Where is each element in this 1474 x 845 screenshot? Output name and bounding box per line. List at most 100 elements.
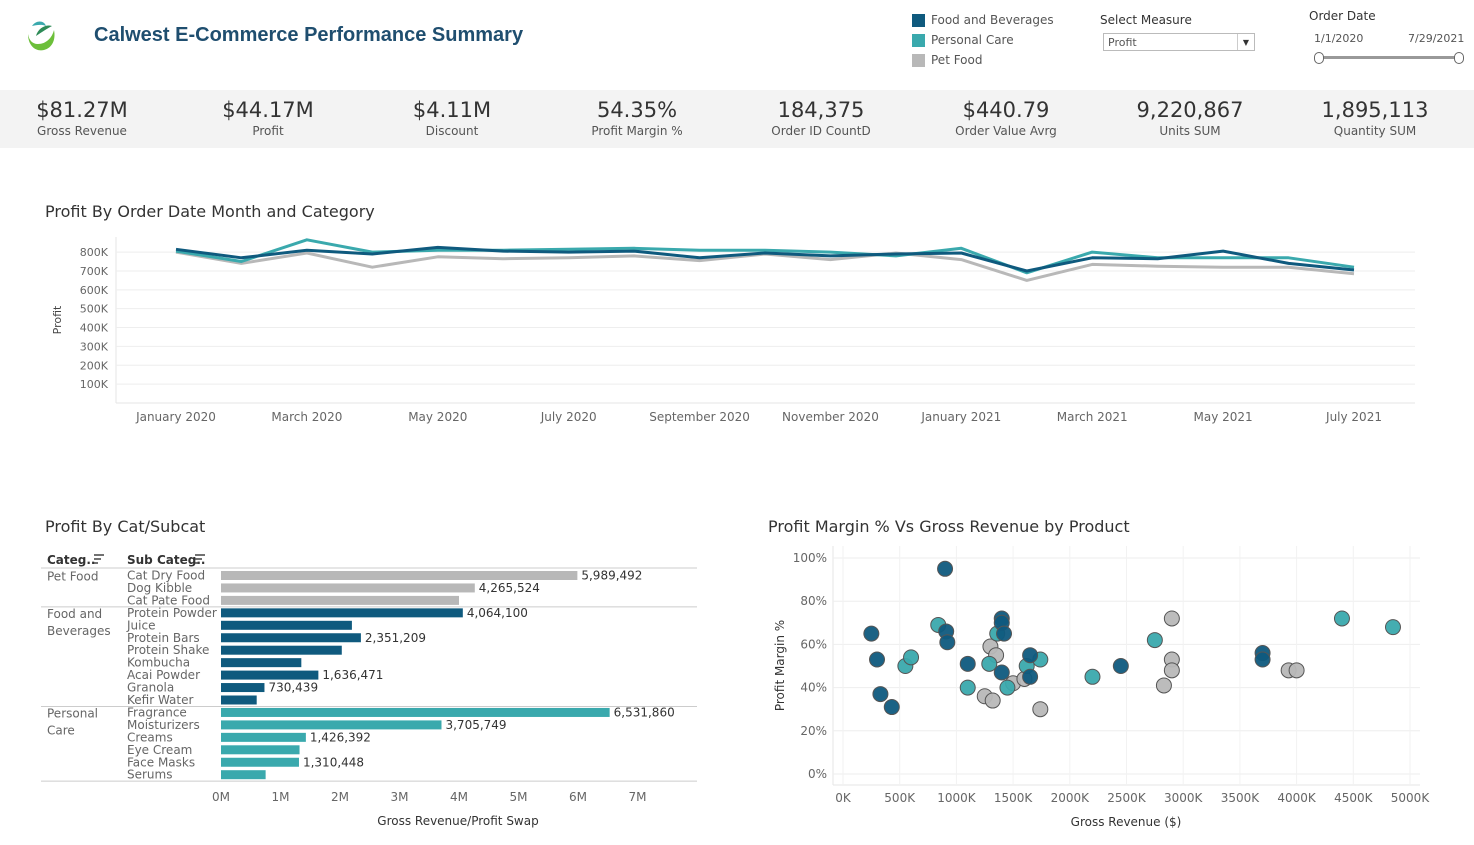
x-tick-label: May 2020	[408, 410, 467, 424]
x-tick-label: 5000K	[1391, 791, 1431, 805]
y-tick-label: 40%	[800, 681, 827, 695]
scatter-point	[1032, 701, 1049, 718]
subcategory-label: Protein Shake	[127, 643, 209, 657]
kpi-label: Order ID CountD	[771, 124, 871, 138]
order-date-end: 7/29/2021	[1408, 32, 1465, 45]
data-label: 5,989,492	[581, 569, 642, 583]
select-measure-label: Select Measure	[1100, 13, 1192, 27]
kpi-label: Gross Revenue	[37, 124, 127, 138]
y-tick-label: 200K	[80, 359, 109, 372]
scatter-point	[1384, 619, 1401, 636]
kpi-value: $81.27M	[36, 98, 128, 122]
subcategory-label: Fragrance	[127, 705, 187, 719]
x-tick-label: 5M	[510, 790, 528, 804]
scatter-point	[1112, 658, 1129, 674]
x-tick-label: January 2021	[920, 410, 1001, 424]
data-label: 6,531,860	[614, 705, 675, 719]
y-tick-label: 400K	[80, 322, 109, 335]
kpi-label: Quantity SUM	[1333, 124, 1417, 138]
x-tick-label: 3M	[391, 790, 409, 804]
scatter-chart-title: Profit Margin % Vs Gross Revenue by Prod…	[768, 517, 1130, 536]
legend-label: Pet Food	[931, 53, 983, 67]
scatter-point	[984, 692, 1001, 709]
x-tick-label: 0M	[212, 790, 230, 804]
x-tick-label: July 2021	[1325, 410, 1382, 424]
x-tick-label: 1M	[272, 790, 290, 804]
bar	[221, 732, 306, 742]
x-tick-label: November 2020	[782, 410, 879, 424]
bar	[221, 770, 266, 780]
scatter-point	[1333, 610, 1350, 627]
kpi-label: Discount	[425, 124, 479, 138]
x-tick-label: 4500K	[1334, 791, 1374, 805]
kpi-quantity-sum: 1,895,113 Quantity SUM	[1290, 96, 1460, 138]
scatter-point	[993, 664, 1010, 681]
kpi-label: Order Value Avrg	[955, 124, 1057, 138]
subcategory-label: Face Masks	[127, 755, 195, 769]
chevron-down-icon[interactable]: ▼	[1237, 34, 1254, 50]
kpi-order-value-avg: $440.79 Order Value Avrg	[921, 96, 1091, 138]
y-tick-label: 0%	[808, 767, 827, 781]
kpi-value: 1,895,113	[1321, 98, 1429, 122]
bar	[221, 683, 265, 693]
order-date-slider[interactable]	[1314, 52, 1464, 64]
category-label: Food and	[47, 607, 102, 621]
subcategory-label: Protein Powder	[127, 606, 217, 620]
kpi-value: $440.79	[962, 98, 1050, 122]
kpi-label: Profit	[252, 124, 284, 138]
scatter-point	[1084, 668, 1101, 685]
data-label: 1,426,392	[310, 730, 371, 744]
subcategory-label: Kefir Water	[127, 693, 194, 707]
x-tick-label: 4000K	[1277, 791, 1317, 805]
scatter-point	[1022, 647, 1039, 664]
date-slider-start-handle[interactable]	[1314, 52, 1324, 64]
y-tick-label: 700K	[80, 265, 109, 278]
x-tick-label: 2M	[331, 790, 349, 804]
scatter-point	[872, 686, 889, 703]
scatter-point	[937, 560, 954, 577]
subcategory-label: Dog Kibble	[127, 581, 192, 595]
data-label: 1,636,471	[322, 668, 383, 682]
data-label: 3,705,749	[445, 718, 506, 732]
measure-dropdown[interactable]: Profit ▼	[1103, 33, 1255, 51]
scatter-point	[996, 625, 1013, 642]
x-axis-title: Gross Revenue ($)	[1071, 815, 1182, 829]
bar	[221, 571, 578, 580]
data-label: 2,351,209	[365, 631, 426, 645]
bar	[221, 608, 463, 618]
kpi-value: $4.11M	[412, 98, 492, 122]
x-tick-label: July 2020	[540, 410, 597, 424]
legend-label: Food and Beverages	[931, 13, 1054, 27]
profit-margin-scatter-chart: 0% 20% 40% 60% 80% 100% 0K 500K 1000K 1500K 2000K 2…	[773, 546, 1431, 829]
y-tick-label: 60%	[800, 637, 827, 651]
y-tick-label: 20%	[800, 724, 827, 738]
y-axis-title: Profit	[51, 305, 64, 334]
y-tick-label: 80%	[800, 594, 827, 608]
scatter-point	[959, 655, 976, 672]
sort-icon	[94, 554, 104, 564]
kpi-value: 184,375	[777, 98, 865, 122]
y-tick-label: 600K	[80, 284, 109, 297]
legend-item-personal-care[interactable]: Personal Care	[912, 32, 1014, 48]
bar	[221, 720, 442, 730]
legend-item-food-and-beverages[interactable]: Food and Beverages	[912, 12, 1054, 28]
data-label: 730,439	[268, 681, 318, 695]
series-line-food-and-beverages	[175, 245, 1355, 273]
legend-item-pet-food[interactable]: Pet Food	[912, 52, 983, 68]
category-label: Pet Food	[47, 570, 99, 584]
bar	[221, 633, 361, 643]
scatter-point	[1163, 610, 1180, 627]
date-slider-end-handle[interactable]	[1454, 52, 1464, 64]
subcategory-label: Cat Dry Food	[127, 569, 205, 583]
subcategory-label: Granola	[127, 681, 174, 695]
scatter-point	[1146, 632, 1163, 649]
profit-bar-chart: Categ.. Sub Categ.. Pet Food Cat Dry Food 5,…	[41, 553, 697, 828]
line-chart-title: Profit By Order Date Month and Category	[45, 202, 375, 221]
kpi-value: $44.17M	[222, 98, 314, 122]
legend-swatch	[912, 33, 925, 47]
subcategory-label: Moisturizers	[127, 718, 200, 732]
scatter-point	[869, 651, 886, 668]
kpi-profit: $44.17M Profit	[183, 96, 353, 138]
bar	[221, 583, 475, 593]
bar	[221, 620, 352, 630]
